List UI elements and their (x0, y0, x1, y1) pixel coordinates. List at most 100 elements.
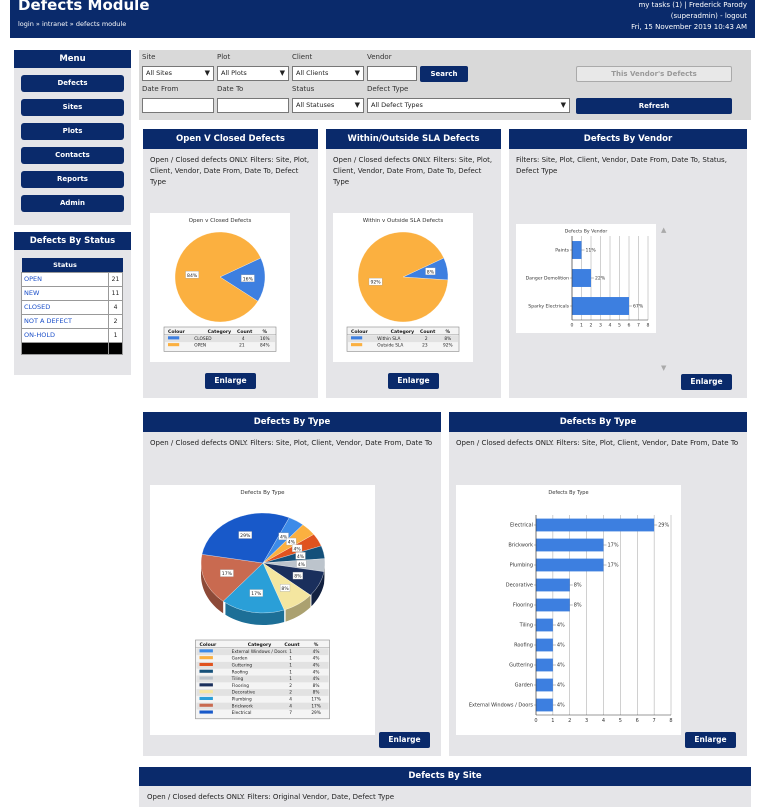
menu-sites-button[interactable]: Sites (21, 99, 124, 116)
status-link-closed[interactable]: CLOSED (21, 299, 109, 315)
legend-category: CLOSED (194, 336, 212, 342)
type-bar-chart[interactable]: Defects By Type 0 1 2 3 4 5 6 7 8 Electrical 29% Bri… (456, 485, 681, 735)
plot-label: Plot (217, 53, 231, 61)
refresh-button[interactable]: Refresh (576, 98, 732, 114)
date-to-label: Date To (217, 85, 244, 93)
type-pie-chart[interactable]: Defects By Type 4% 4% 4% 4% 4% 8% 8% 17% 17% 29% Co… (150, 485, 375, 735)
panel-description: Open / Closed defects ONLY. Filters: Sit… (150, 156, 310, 186)
status-link-new[interactable]: NEW (21, 285, 109, 301)
chart-scrollbar[interactable]: ▲ ▼ (660, 226, 670, 372)
enlarge-button[interactable]: Enlarge (205, 373, 256, 389)
bar-data-label: 17% (608, 563, 619, 569)
status-table: Status OPEN 21 NEW 11 CLOSED 4 NOT A DEFECT… (21, 258, 123, 355)
sla-chart[interactable]: Within v Outside SLA Defects 8% 92% Colour C… (333, 213, 473, 362)
client-label: Client (292, 53, 313, 61)
legend-row-bg (196, 689, 329, 696)
vendor-label: Vendor (367, 53, 392, 61)
pie-slice (357, 231, 449, 323)
date-from-input[interactable] (142, 98, 214, 113)
x-tick-label: 2 (590, 323, 593, 329)
menu-admin-button[interactable]: Admin (21, 195, 124, 212)
status-select[interactable]: All Statuses (292, 98, 364, 113)
date-from-label: Date From (142, 85, 179, 93)
this-vendors-defects-button[interactable]: This Vendor's Defects (576, 66, 732, 82)
tasks-user-link[interactable]: my tasks (1) | Frederick Parody (638, 1, 747, 9)
breadcrumb[interactable]: login » intranet » defects module (18, 20, 127, 28)
date-to-input[interactable] (217, 98, 289, 113)
search-button[interactable]: Search (420, 66, 468, 82)
legend-category: Garden (232, 656, 248, 662)
legend-row-bg (196, 648, 329, 656)
site-select[interactable]: All Sites (142, 66, 214, 81)
client-select[interactable]: All Clients (292, 66, 364, 81)
y-tick-label: Roofing (514, 643, 533, 649)
open-closed-panel: Open V Closed Defects Open / Closed defe… (143, 129, 318, 398)
pie-data-label: 29% (240, 533, 251, 539)
enlarge-button[interactable]: Enlarge (685, 732, 736, 748)
bar (536, 658, 553, 672)
panel-description: Open / Closed defects ONLY. Filters: Sit… (150, 439, 433, 447)
status-count: 1 (108, 327, 123, 343)
pie-label-box (278, 532, 289, 541)
y-tick-label: Paints (555, 248, 569, 254)
menu-contacts-button[interactable]: Contacts (21, 147, 124, 164)
legend-percent: 17% (311, 703, 321, 709)
panel-title: Within/Outside SLA Defects (326, 129, 501, 149)
bar (572, 269, 591, 287)
vendor-input[interactable] (367, 66, 417, 81)
status-label: Status (292, 85, 315, 93)
legend-count: 21 (239, 343, 245, 349)
x-tick-label: 3 (599, 323, 602, 329)
enlarge-button[interactable]: Enlarge (681, 374, 732, 390)
vendor-chart[interactable]: Defects By Vendor 0 1 2 3 4 5 6 7 8 Paints 11% Dange… (516, 224, 656, 333)
table-footer-row (21, 341, 123, 355)
pie-label-box (220, 569, 234, 577)
x-tick-label: 3 (585, 718, 588, 724)
open-closed-chart[interactable]: Open v Closed Defects 16% 84% Colour Categor… (150, 213, 290, 362)
pie-data-label: 8% (427, 269, 435, 275)
status-count: 21 (108, 271, 123, 287)
legend-count: 2 (425, 336, 428, 342)
bar (536, 638, 553, 652)
status-link-on-hold[interactable]: ON-HOLD (21, 327, 109, 343)
bar (536, 518, 655, 532)
panel-title: Open V Closed Defects (143, 129, 318, 149)
x-tick-label: 0 (534, 718, 537, 724)
pie-slice-side (225, 602, 285, 625)
legend-category: Decorative (232, 690, 256, 696)
logout-link[interactable]: (superadmin) - logout (670, 12, 747, 20)
scroll-up-icon[interactable]: ▲ (661, 226, 667, 234)
legend-count: 7 (289, 710, 292, 716)
enlarge-button[interactable]: Enlarge (379, 732, 430, 748)
type-pie-panel: Defects By Type Open / Closed defects ON… (143, 412, 441, 756)
enlarge-button[interactable]: Enlarge (388, 373, 439, 389)
menu-plots-button[interactable]: Plots (21, 123, 124, 140)
defect-type-select[interactable]: All Defect Types (367, 98, 570, 113)
menu-defects-button[interactable]: Defects (21, 75, 124, 92)
bar-chart-svg: Defects By Vendor 0 1 2 3 4 5 6 7 8 Paints 11% Dange… (526, 229, 650, 329)
plot-select[interactable]: All Plots (217, 66, 289, 81)
y-tick-label: External Windows / Doors (469, 703, 534, 709)
legend-percent: 17% (311, 697, 321, 703)
legend-category: Within SLA (377, 336, 400, 342)
pie-slice-side (324, 561, 325, 584)
status-link-open[interactable]: OPEN (21, 271, 109, 287)
y-tick-label: Electrical (510, 523, 533, 529)
filter-bar: Site All Sites Plot All Plots Client All… (139, 50, 751, 120)
x-tick-label: 8 (647, 323, 650, 329)
x-tick-label: 1 (580, 323, 583, 329)
legend-swatch (199, 662, 213, 666)
pie-label-box (238, 531, 253, 539)
legend-swatch (199, 656, 213, 660)
legend-swatch (199, 703, 213, 707)
legend-count: 1 (289, 656, 292, 662)
bar-data-label: 29% (658, 523, 669, 529)
pie-slice-side (285, 595, 311, 622)
legend-swatch (168, 343, 180, 347)
legend-row-bg (348, 335, 458, 343)
scroll-down-icon[interactable]: ▼ (661, 364, 667, 372)
status-link-not-a-defect[interactable]: NOT A DEFECT (21, 313, 109, 329)
menu-reports-button[interactable]: Reports (21, 171, 124, 188)
